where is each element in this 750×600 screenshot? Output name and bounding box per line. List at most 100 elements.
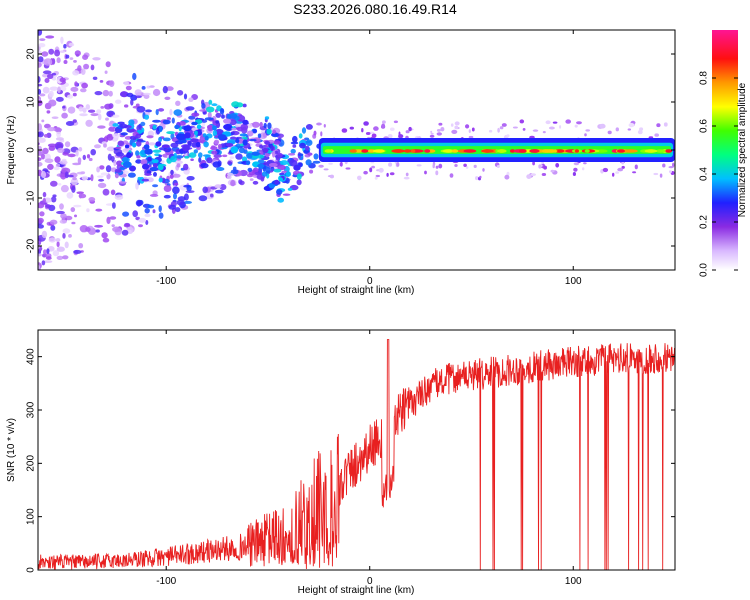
spectrogram-speckle [74,214,77,218]
spectrogram-speckle [519,119,525,124]
spectrogram-speckle [50,180,58,187]
spectrogram-blob [257,163,265,168]
spectrogram-speckle [499,126,504,130]
spectrogram-scatter [153,172,157,177]
spectrogram-blob [129,165,136,172]
spectrogram-speckle [95,229,100,233]
carrier-line-peak [451,149,459,153]
spectrogram-speckle [68,234,72,238]
spectrogram-speckle [573,167,578,172]
spectrogram-scatter [265,152,269,158]
spectrogram-speckle [73,249,82,254]
spectrogram-speckle [471,127,475,132]
carrier-line-peak [623,149,638,153]
spectrogram-speckle [42,197,46,204]
spectrogram-speckle [120,91,129,98]
spectrogram-speckle [54,141,64,150]
spectrogram-speckle [440,127,445,132]
spectrogram-speckle [64,171,69,179]
spectrogram-scatter [183,163,189,171]
spectrogram-blob [124,144,130,149]
spectrogram-speckle [522,127,526,131]
spectrogram-speckle [576,121,582,125]
spectrogram-scatter [305,139,313,146]
spectrogram-blob [278,177,284,182]
spectrogram-speckle [612,172,615,177]
spectrogram-blob [217,134,227,140]
spectrogram-speckle [41,230,48,239]
spectrogram-speckle [38,83,43,87]
spectrogram-scatter [173,152,177,159]
spectrogram-speckle [465,124,470,129]
spectrogram-speckle [174,160,183,165]
spectrogram-speckle [97,125,106,129]
spectrogram-blob [126,152,132,159]
spectrogram-speckle [38,43,46,48]
spectrogram-speckle [663,122,668,127]
spectrogram-speckle [617,167,624,172]
spectrogram-scatter [136,155,141,159]
spectrogram-y-tick-label: -20 [26,238,37,253]
spectrogram-speckle [136,106,146,113]
spectrogram-scatter [279,172,285,176]
spectrogram-speckle [56,246,65,252]
spectrogram-blob [155,141,162,147]
spectrogram-speckle [114,194,124,200]
spectrogram-scatter [117,121,125,125]
spectrogram-speckle [147,204,155,209]
spectrogram-speckle [90,113,99,117]
snr-plot: -100 0 100 0 100 200 300 400 Height of straight… [6,329,676,596]
spectrogram-speckle [659,173,663,178]
spectrogram-speckle [669,170,672,174]
spectrogram-speckle [104,103,113,110]
spectrogram-blob [262,147,269,154]
spectrogram-speckle [105,61,111,68]
spectrogram-speckle [53,127,63,132]
spectrogram-scatter [212,129,218,137]
spectrogram-speckle [147,142,156,146]
spectrogram-speckle [482,168,485,172]
spectrogram-speckle [408,126,412,132]
spectrogram-speckle [56,241,60,248]
colorbar-ticks: 0.0 0.2 0.4 0.6 0.8 [699,71,738,277]
spectrogram-scatter [198,152,203,158]
snr-axes: -100 0 100 0 100 200 300 400 [26,330,675,587]
spectrogram-speckle [389,172,395,176]
spectrogram-speckle [124,104,129,108]
spectrogram-scatter [305,159,312,166]
spectrogram-scatter [299,142,306,149]
colorbar-tick-label: 0.0 [699,263,710,277]
spectrogram-blob [293,164,301,171]
spectrogram-scatter [289,159,298,167]
spectrogram-speckle [121,229,129,236]
spectrogram-speckle [435,170,439,176]
spectrogram-y-tick-label: 0 [26,147,37,153]
spectrogram-scatter [173,109,183,116]
spectrogram-speckle [185,106,195,111]
spectrogram-speckle [41,260,46,266]
spectrogram-speckle [81,82,88,89]
spectrogram-speckle [162,85,168,94]
carrier-line-peak [554,149,565,153]
spectrogram-speckle [42,191,47,198]
spectrogram-speckle [59,203,64,210]
spectrogram-speckle [438,122,443,126]
spectrogram-scatter [121,156,130,163]
spectrogram-speckle [82,154,87,161]
carrier-line-peak [424,149,431,153]
spectrogram-speckle [621,165,625,169]
spectrogram-speckle [145,220,149,225]
spectrogram-speckle [176,199,185,206]
spectrogram-speckle [49,219,58,225]
spectrogram-speckle [654,133,659,137]
spectrogram-speckle [104,70,108,74]
spectrogram-speckle [55,137,64,141]
spectrogram-scatter [206,157,213,164]
spectrogram-speckle [88,157,93,162]
spectrogram-scatter [296,173,302,180]
spectrogram-speckle [424,170,427,175]
spectrogram-speckle [607,130,612,135]
spectrogram-speckle [41,51,49,57]
spectrogram-speckle [111,224,115,228]
carrier-line-peak [617,149,625,153]
